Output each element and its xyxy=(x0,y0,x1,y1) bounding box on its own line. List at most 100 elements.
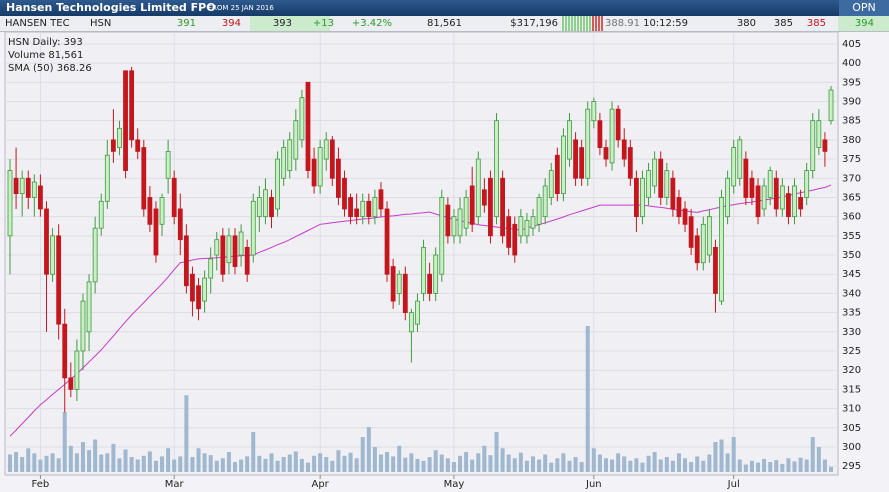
volume-bar xyxy=(245,456,250,472)
candle-body xyxy=(372,197,378,218)
volume-bar xyxy=(324,457,329,472)
volume-bar xyxy=(26,448,31,472)
volume-bar xyxy=(129,457,134,472)
volume-bar xyxy=(409,453,414,472)
volume-bar xyxy=(178,456,183,472)
volume-bar xyxy=(756,462,761,472)
candle-body xyxy=(25,177,31,198)
candle-body xyxy=(530,216,536,229)
candle-body xyxy=(779,185,785,210)
candle-body xyxy=(269,197,274,218)
candle-body xyxy=(190,273,195,302)
candle-body xyxy=(554,154,560,195)
volume-bar xyxy=(488,455,493,472)
volume-bar xyxy=(172,459,177,472)
volume-bar xyxy=(701,460,706,472)
candle-body xyxy=(798,197,803,210)
candle-body xyxy=(773,177,779,210)
volume-bar xyxy=(62,412,67,472)
volume-bar xyxy=(360,437,365,472)
volume-bar xyxy=(56,458,61,472)
volume-bar xyxy=(214,460,219,472)
candle-body xyxy=(427,273,433,294)
quote-field: 385 xyxy=(773,18,793,29)
candle-body xyxy=(62,323,68,379)
candle-body xyxy=(323,139,329,160)
volume-bar xyxy=(494,432,499,472)
x-tick-label: Jun xyxy=(585,479,602,490)
volume-bar xyxy=(664,457,669,472)
title: Hansen Technologies Limited FPO xyxy=(6,1,216,14)
volume-bar xyxy=(403,457,408,472)
volume-bar xyxy=(464,452,469,472)
volume-bar xyxy=(421,460,426,472)
volume-bar xyxy=(111,443,116,472)
volume-bar xyxy=(458,455,463,472)
candle-body xyxy=(585,108,591,179)
legend-entry: HSN Daily: 393 xyxy=(8,37,83,48)
volume-bar xyxy=(829,466,833,472)
candle-body xyxy=(688,216,694,248)
candle-body xyxy=(202,277,208,302)
volume-bar xyxy=(208,455,213,472)
volume-bar xyxy=(822,459,827,472)
quote-name: HANSEN TEC xyxy=(5,18,70,29)
candle-body xyxy=(13,177,19,195)
candle-body xyxy=(208,258,214,279)
y-tick-label: 375 xyxy=(842,154,861,165)
volume-bar xyxy=(603,458,608,472)
volume-bar xyxy=(573,457,578,472)
quote-field: +13 xyxy=(312,18,334,29)
volume-bar xyxy=(354,458,359,472)
status[interactable]: OPN xyxy=(839,0,889,16)
volume-bar xyxy=(506,454,511,472)
y-tick-label: 350 xyxy=(842,250,861,261)
candle-body xyxy=(573,139,578,179)
y-tick-label: 390 xyxy=(842,96,861,107)
volume-bar xyxy=(305,462,310,472)
candle-body xyxy=(615,108,621,141)
quote-field: 393 xyxy=(250,16,330,31)
y-tick-label: 385 xyxy=(842,116,861,127)
volume-bar xyxy=(239,459,244,472)
volume-bar xyxy=(366,427,371,472)
candle-body xyxy=(561,135,566,195)
y-tick-label: 355 xyxy=(842,231,861,242)
volume-bar xyxy=(512,458,517,472)
candle-body xyxy=(816,120,822,148)
candle-body xyxy=(98,200,104,229)
candle-body xyxy=(311,158,317,187)
volume-bar xyxy=(439,454,444,472)
candle-body xyxy=(68,377,74,390)
volume-bar xyxy=(226,452,231,472)
candle-body xyxy=(658,158,664,198)
candle-body xyxy=(299,97,305,141)
candle-body xyxy=(183,235,189,287)
candle-body xyxy=(117,127,122,148)
candle-body xyxy=(664,170,670,198)
candle-body xyxy=(567,120,572,160)
candle-body xyxy=(481,189,487,206)
volume-bar xyxy=(640,462,645,472)
y-tick-label: 320 xyxy=(842,365,861,376)
candle-body xyxy=(810,120,816,171)
x-tick-label: Apr xyxy=(311,479,329,490)
volume-bar xyxy=(287,454,292,472)
volume-bar xyxy=(707,454,712,472)
candle-body xyxy=(256,197,262,218)
candle-body xyxy=(512,223,518,256)
volume-bar xyxy=(792,461,797,472)
volume-bar xyxy=(196,448,201,472)
volume-bar xyxy=(99,454,104,472)
candle-body xyxy=(627,147,633,179)
candle-body xyxy=(500,177,506,237)
volume-bar xyxy=(579,462,584,472)
quote-field: 394 xyxy=(838,16,889,31)
candle-body xyxy=(396,273,402,294)
candle-body xyxy=(494,120,499,218)
candle-body xyxy=(713,246,718,294)
volume-bar xyxy=(190,457,195,472)
y-tick-label: 340 xyxy=(842,288,861,299)
volume-bar xyxy=(220,458,225,472)
